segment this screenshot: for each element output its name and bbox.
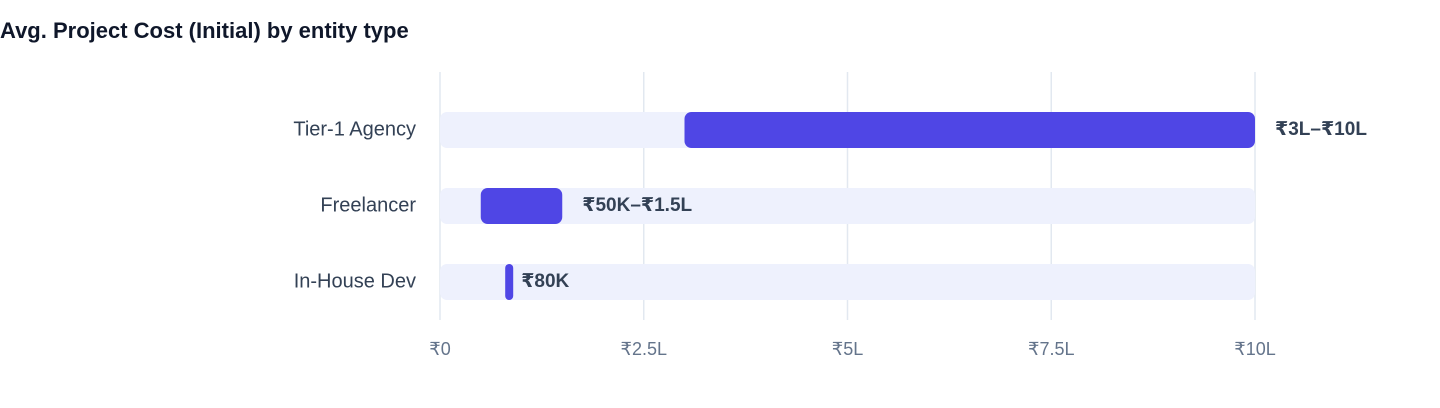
x-tick-label: ₹7.5L xyxy=(1028,339,1075,359)
bar-track xyxy=(440,188,1255,224)
value-label: ₹50K–₹1.5L xyxy=(582,195,692,216)
bar xyxy=(505,264,514,300)
y-tick-label: Freelancer xyxy=(320,194,416,216)
value-label: ₹3L–₹10L xyxy=(1275,119,1367,140)
x-tick-label: ₹10L xyxy=(1234,339,1275,359)
x-tick-label: ₹5L xyxy=(832,339,863,359)
y-tick-label: Tier-1 Agency xyxy=(293,118,416,140)
chart-title: Avg. Project Cost (Initial) by entity ty… xyxy=(0,18,409,43)
value-label: ₹80K xyxy=(521,271,569,292)
x-tick-label: ₹2.5L xyxy=(621,339,668,359)
bar-track xyxy=(440,264,1255,300)
bar xyxy=(684,112,1255,148)
y-tick-label: In-House Dev xyxy=(294,270,416,292)
bar xyxy=(480,188,563,224)
x-tick-label: ₹0 xyxy=(429,339,450,359)
